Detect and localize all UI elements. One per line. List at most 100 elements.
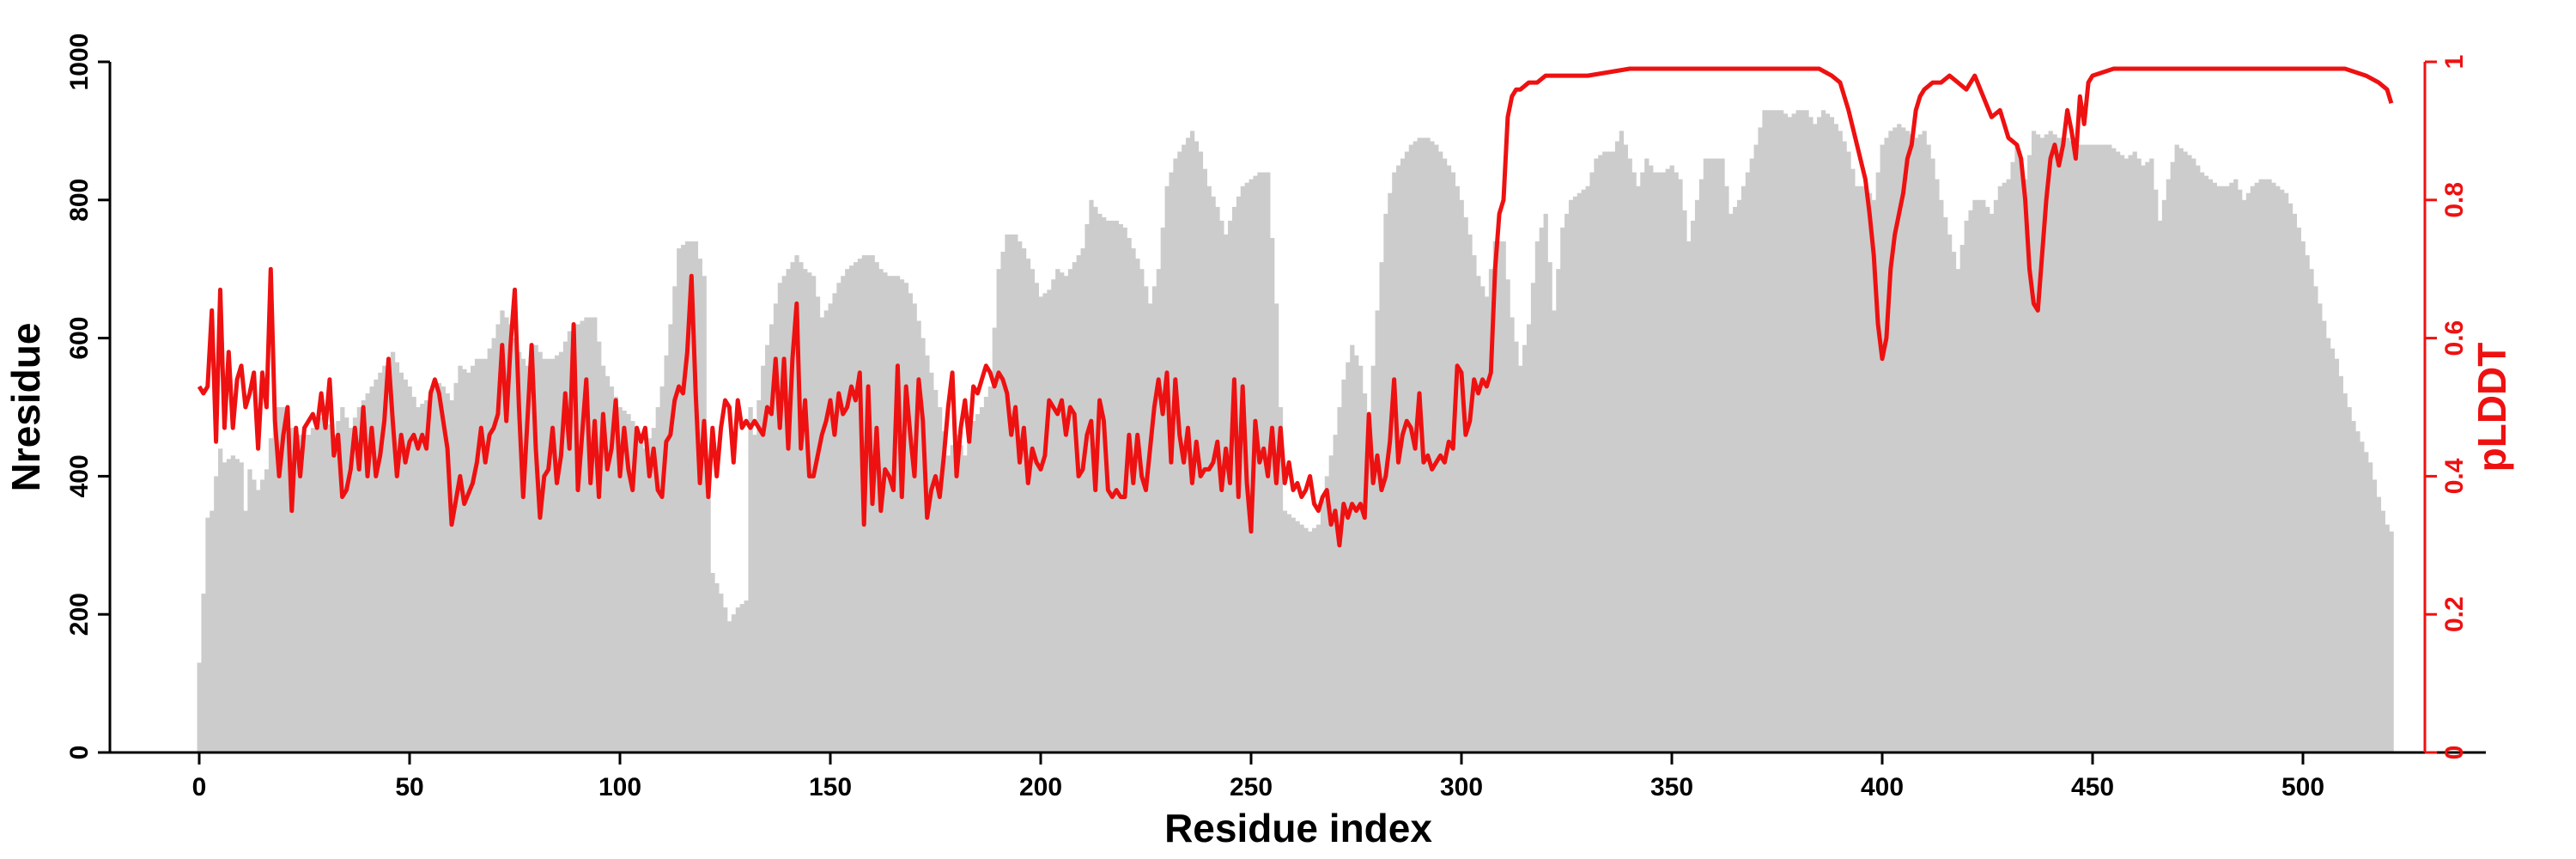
- nresidue-bar: [2141, 165, 2146, 753]
- nresidue-bar: [1021, 248, 1027, 753]
- nresidue-bar: [520, 358, 526, 752]
- nresidue-bar: [1526, 324, 1532, 752]
- nresidue-bar: [613, 396, 618, 752]
- nresidue-bar: [1480, 286, 1485, 752]
- nresidue-bar: [2090, 144, 2095, 753]
- nresidue-bar: [975, 414, 981, 752]
- nresidue-bar: [2216, 186, 2221, 753]
- nresidue-bar: [378, 372, 383, 752]
- nresidue-bar: [436, 382, 442, 752]
- nresidue-bar: [1947, 235, 1953, 752]
- nresidue-bar: [2367, 462, 2373, 752]
- nresidue-bar: [828, 303, 833, 752]
- nresidue-bar: [567, 331, 573, 752]
- nresidue-bar: [398, 372, 404, 752]
- y-right-axis-ticks: 0 0.2 0.4 0.6 0.8 1: [2425, 55, 2469, 759]
- nresidue-bar: [1308, 531, 1313, 752]
- nresidue-bar: [1656, 172, 1662, 752]
- nresidue-bar: [226, 459, 232, 752]
- nresidue-bar: [344, 417, 349, 752]
- nresidue-bar: [2128, 155, 2133, 753]
- y-left-tick-label: 600: [65, 317, 94, 360]
- nresidue-bar: [1800, 110, 1805, 752]
- nresidue-bar: [1392, 172, 1397, 752]
- nresidue-bar: [365, 393, 370, 752]
- nresidue-bar: [2094, 144, 2099, 753]
- nresidue-bar: [799, 262, 804, 752]
- nresidue-bar: [2136, 158, 2142, 752]
- nresidue-bar: [445, 393, 450, 752]
- nresidue-bar: [2183, 151, 2188, 752]
- nresidue-bar: [2245, 192, 2251, 752]
- nresidue-bar: [874, 262, 879, 752]
- nresidue-bar: [2069, 141, 2075, 752]
- nresidue-bar: [2111, 148, 2117, 752]
- nresidue-bar: [1249, 179, 1254, 752]
- nresidue-bar: [1018, 241, 1023, 752]
- nresidue-bar: [1299, 524, 1304, 752]
- nresidue-bar: [1577, 192, 1583, 752]
- nresidue-bar: [197, 662, 202, 752]
- nresidue-bar: [1005, 235, 1010, 752]
- nresidue-bar: [239, 462, 244, 752]
- nresidue-bar: [449, 399, 454, 752]
- nresidue-bar: [529, 355, 534, 752]
- nresidue-bar: [748, 407, 753, 752]
- nresidue-bar: [2010, 161, 2015, 752]
- nresidue-bar: [2380, 510, 2385, 752]
- nresidue-bar: [651, 428, 657, 752]
- nresidue-bar: [504, 317, 509, 752]
- nresidue-bar: [1484, 296, 1490, 752]
- nresidue-bar: [2292, 213, 2298, 752]
- nresidue-bar: [230, 455, 236, 752]
- nresidue-bar: [794, 255, 799, 752]
- nresidue-bar: [1741, 186, 1747, 753]
- nresidue-bar: [2115, 151, 2121, 752]
- nresidue-bar: [2338, 375, 2343, 752]
- nresidue-bar: [2229, 182, 2234, 752]
- nresidue-bar: [2048, 131, 2053, 752]
- nresidue-bar: [575, 324, 580, 752]
- nresidue-bar: [1707, 158, 1712, 752]
- nresidue-bar: [1833, 124, 1838, 753]
- nresidue-bar: [681, 245, 686, 752]
- nresidue-bar: [1366, 421, 1372, 752]
- nresidue-bar: [1859, 186, 1864, 753]
- nresidue-bar: [1228, 220, 1233, 752]
- nresidue-bar: [761, 365, 766, 752]
- x-tick-label: 500: [2281, 773, 2324, 801]
- nresidue-bar: [1930, 158, 1935, 752]
- nresidue-bar: [369, 386, 374, 752]
- nresidue-bar: [390, 351, 396, 752]
- nresidue-bar: [1627, 158, 1632, 752]
- nresidue-bar: [1758, 127, 1763, 752]
- nresidue-bar: [2325, 338, 2331, 752]
- nresidue-bar: [1505, 279, 1510, 752]
- nresidue-bar: [2077, 144, 2083, 753]
- nresidue-bar: [2166, 179, 2172, 752]
- nresidue-bar: [1711, 158, 1716, 752]
- nresidue-bar: [945, 455, 951, 752]
- nresidue-bar: [483, 358, 489, 752]
- nresidue-bar: [218, 448, 223, 752]
- nresidue-bar: [1084, 223, 1090, 752]
- nresidue-bar: [1009, 235, 1014, 752]
- nresidue-bar: [1492, 241, 1498, 752]
- nresidue-bar: [836, 283, 841, 752]
- nresidue-bar: [1063, 276, 1069, 752]
- nresidue-bar: [1459, 199, 1464, 753]
- nresidue-bar: [513, 338, 518, 752]
- x-axis-title: Residue index: [1164, 806, 1432, 850]
- nresidue-bar: [2351, 421, 2356, 752]
- nresidue-bar: [1644, 158, 1649, 752]
- nresidue-bar: [1472, 255, 1477, 752]
- nresidue-bar: [2271, 182, 2276, 752]
- nresidue-bar: [525, 365, 531, 752]
- nresidue-bar: [1838, 131, 1843, 752]
- nresidue-bar: [1350, 344, 1355, 752]
- nresidue-bar: [1388, 192, 1393, 752]
- plddt-line: [197, 66, 2394, 548]
- nresidue-bar: [1694, 199, 1700, 753]
- nresidue-bar: [1038, 296, 1043, 752]
